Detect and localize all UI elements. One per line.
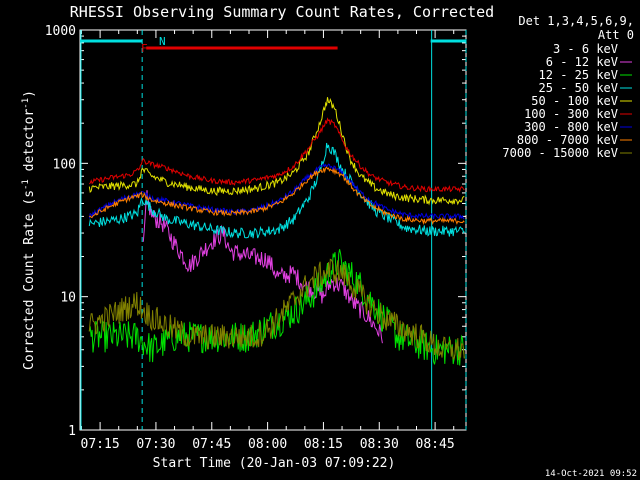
legend-label: 3 - 6 keV [553,42,618,56]
legend-label: 6 - 12 keV [546,55,618,69]
x-tick-label: 08:00 [248,437,287,452]
legend-label: 25 - 50 keV [539,81,618,95]
y-tick-label: 1000 [45,24,76,39]
y-tick-label: 10 [60,291,76,306]
series-line [142,190,383,344]
legend-label: 100 - 300 keV [524,107,618,121]
night-marker-label: N [159,35,166,48]
x-tick-label: 07:30 [136,437,175,452]
x-tick-label: 07:15 [81,437,120,452]
y-tick-label: 100 [53,157,76,172]
series-lines [88,97,465,366]
timestamp: 14-Oct-2021 09:52 [545,469,637,479]
y-tick-label: 1 [68,424,76,439]
observing-markers [80,30,467,430]
flare-marker-label: F [141,42,148,55]
series-line [88,142,465,239]
chart-title: RHESSI Observing Summary Count Rates, Co… [70,3,494,21]
legend-header: Det 1,3,4,5,6,9, [518,14,634,28]
y-tick-labels: 1 10 100 1000 [45,24,76,439]
x-tick-label: 08:30 [360,437,399,452]
series-line [89,166,465,226]
series-line [88,249,465,366]
legend-label: 12 - 25 keV [539,68,618,82]
x-tick-label: 08:45 [416,437,455,452]
series-line [88,117,465,193]
x-axis-label: Start Time (20-Jan-03 07:09:22) [153,456,396,471]
x-tick-label: 07:45 [192,437,231,452]
legend-label: 800 - 7000 keV [517,133,618,147]
legend-label: 7000 - 15000 keV [502,146,618,160]
legend-label: 300 - 800 keV [524,120,618,134]
y-axis-label: Corrected Count Rate (s-1 detector-1) [21,90,37,370]
series-line [88,97,465,206]
x-tick-label: 08:15 [304,437,343,452]
legend-label: 50 - 100 keV [531,94,618,108]
x-tick-labels: 07:15 07:30 07:45 08:00 08:15 08:30 08:45 [81,437,455,452]
series-line [88,258,465,360]
legend-header-att: Att 0 [598,28,634,42]
